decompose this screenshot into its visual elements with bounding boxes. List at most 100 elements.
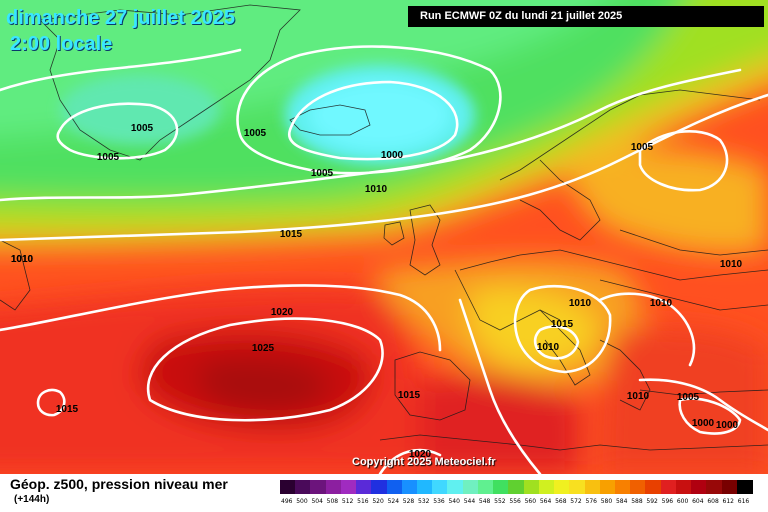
legend-value: 592 [646,498,658,505]
isobar-label: 1000 [716,420,739,431]
legend-value: 584 [615,498,628,505]
legend-value: 508 [326,498,339,505]
legend-value: 604 [692,498,704,505]
legend-value: 576 [585,498,597,505]
copyright-notice: Copyright 2025 Meteociel.fr [352,456,496,468]
legend-swatch [340,480,357,494]
legend-swatch [599,480,616,494]
legend-swatch [614,480,631,494]
isobar-label: 1015 [398,390,421,401]
forecast-time: 2:00 locale [10,33,113,55]
isobar-label: 1005 [631,142,654,153]
legend-value: 540 [448,498,460,505]
legend-value: 496 [281,498,293,505]
chart-title: Géop. z500, pression niveau mer [10,476,228,492]
legend-value: 532 [418,498,430,505]
legend-swatch [706,480,723,494]
legend-swatch [736,480,753,494]
isobar-label: 1010 [650,298,673,309]
legend-value: 504 [311,498,323,505]
legend-swatch [371,480,388,494]
isobar-label: 1010 [720,259,743,270]
isobar-label: 1005 [677,392,700,403]
isobar-label: 1020 [409,449,432,460]
isobar-label: 1025 [252,343,275,354]
legend-value: 600 [676,498,689,505]
legend-swatch [325,480,342,494]
legend-swatch [538,480,555,494]
legend-value: 500 [296,498,308,505]
isobar-label: 1000 [381,150,404,161]
legend-value: 536 [433,498,445,505]
model-run-info: Run ECMWF 0Z du lundi 21 juillet 2025 [408,6,764,27]
forecast-date: dimanche 27 juillet 2025 [6,7,235,29]
legend-value: 580 [600,498,613,505]
legend-value: 544 [463,498,476,505]
geopotential-field [0,0,768,474]
isobar-label: 1010 [365,184,388,195]
legend-value: 608 [707,498,719,505]
legend-swatch [569,480,586,494]
legend-value: 524 [387,498,400,505]
legend-swatch [691,480,708,494]
legend-value: 516 [357,498,369,505]
geopotential-pressure-map: 1010 1005 1005 1005 1000 1005 1010 1015 1010 1020… [0,0,768,474]
legend-value: 528 [402,498,415,505]
legend-value: 520 [372,498,384,505]
isobar-label: 1005 [97,152,120,163]
legend-swatch [280,480,296,494]
legend-swatch [386,480,403,494]
legend-value: 572 [570,498,582,505]
legend-swatch [645,480,662,494]
color-scale-legend: 496 500 504 508 512 516 520 524 528 532 536 540 544 5… [280,480,753,508]
isobar-label: 1005 [131,123,154,134]
legend-swatch [447,480,464,494]
isobar-label: 1015 [280,229,303,240]
legend-swatch [630,480,647,494]
legend-swatch [675,480,692,494]
legend-swatch [660,480,677,494]
isobar-label: 1015 [551,319,574,330]
legend-value: 568 [555,498,567,505]
legend-swatch [721,480,738,494]
coastlines [0,4,768,451]
legend-swatch [295,480,312,494]
legend-swatch [356,480,373,494]
legend-value: 512 [341,498,354,505]
legend-swatch [477,480,494,494]
isobars [0,45,768,474]
legend-value: 596 [661,498,674,505]
isobar-label: 1010 [627,391,650,402]
legend-swatch [417,480,434,494]
legend-swatch [508,480,525,494]
legend-value: 588 [631,498,643,505]
isobar-label: 1020 [271,307,294,318]
legend-value: 564 [539,498,552,505]
legend-value: 616 [737,498,750,505]
legend-swatch [554,480,571,494]
isobar-labels: 1010 1005 1005 1005 1000 1005 1010 1015 1010 1020… [11,123,743,460]
legend-swatch [523,480,540,494]
legend-swatch [584,480,601,494]
legend-swatch [432,480,449,494]
chart-footer: Géop. z500, pression niveau mer (+144h) … [0,474,768,512]
legend-swatch [401,480,418,494]
legend-swatch [310,480,327,494]
legend-swatch [493,480,510,494]
isobar-label: 1015 [56,404,79,415]
isobar-label: 1005 [244,128,267,139]
isobar-label: 1000 [692,418,715,429]
legend-value: 548 [478,498,491,505]
isobar-label: 1005 [311,168,334,179]
legend-value: 560 [524,498,537,505]
isobar-label: 1010 [11,254,34,265]
legend-swatch [462,480,479,494]
isobar-label: 1010 [569,298,592,309]
legend-value: 552 [494,498,506,505]
isobar-label: 1010 [537,342,560,353]
forecast-lead-time: (+144h) [14,494,50,505]
legend-value: 612 [722,498,734,505]
legend-value: 556 [509,498,521,505]
isobar-label: 1010 [11,254,34,265]
